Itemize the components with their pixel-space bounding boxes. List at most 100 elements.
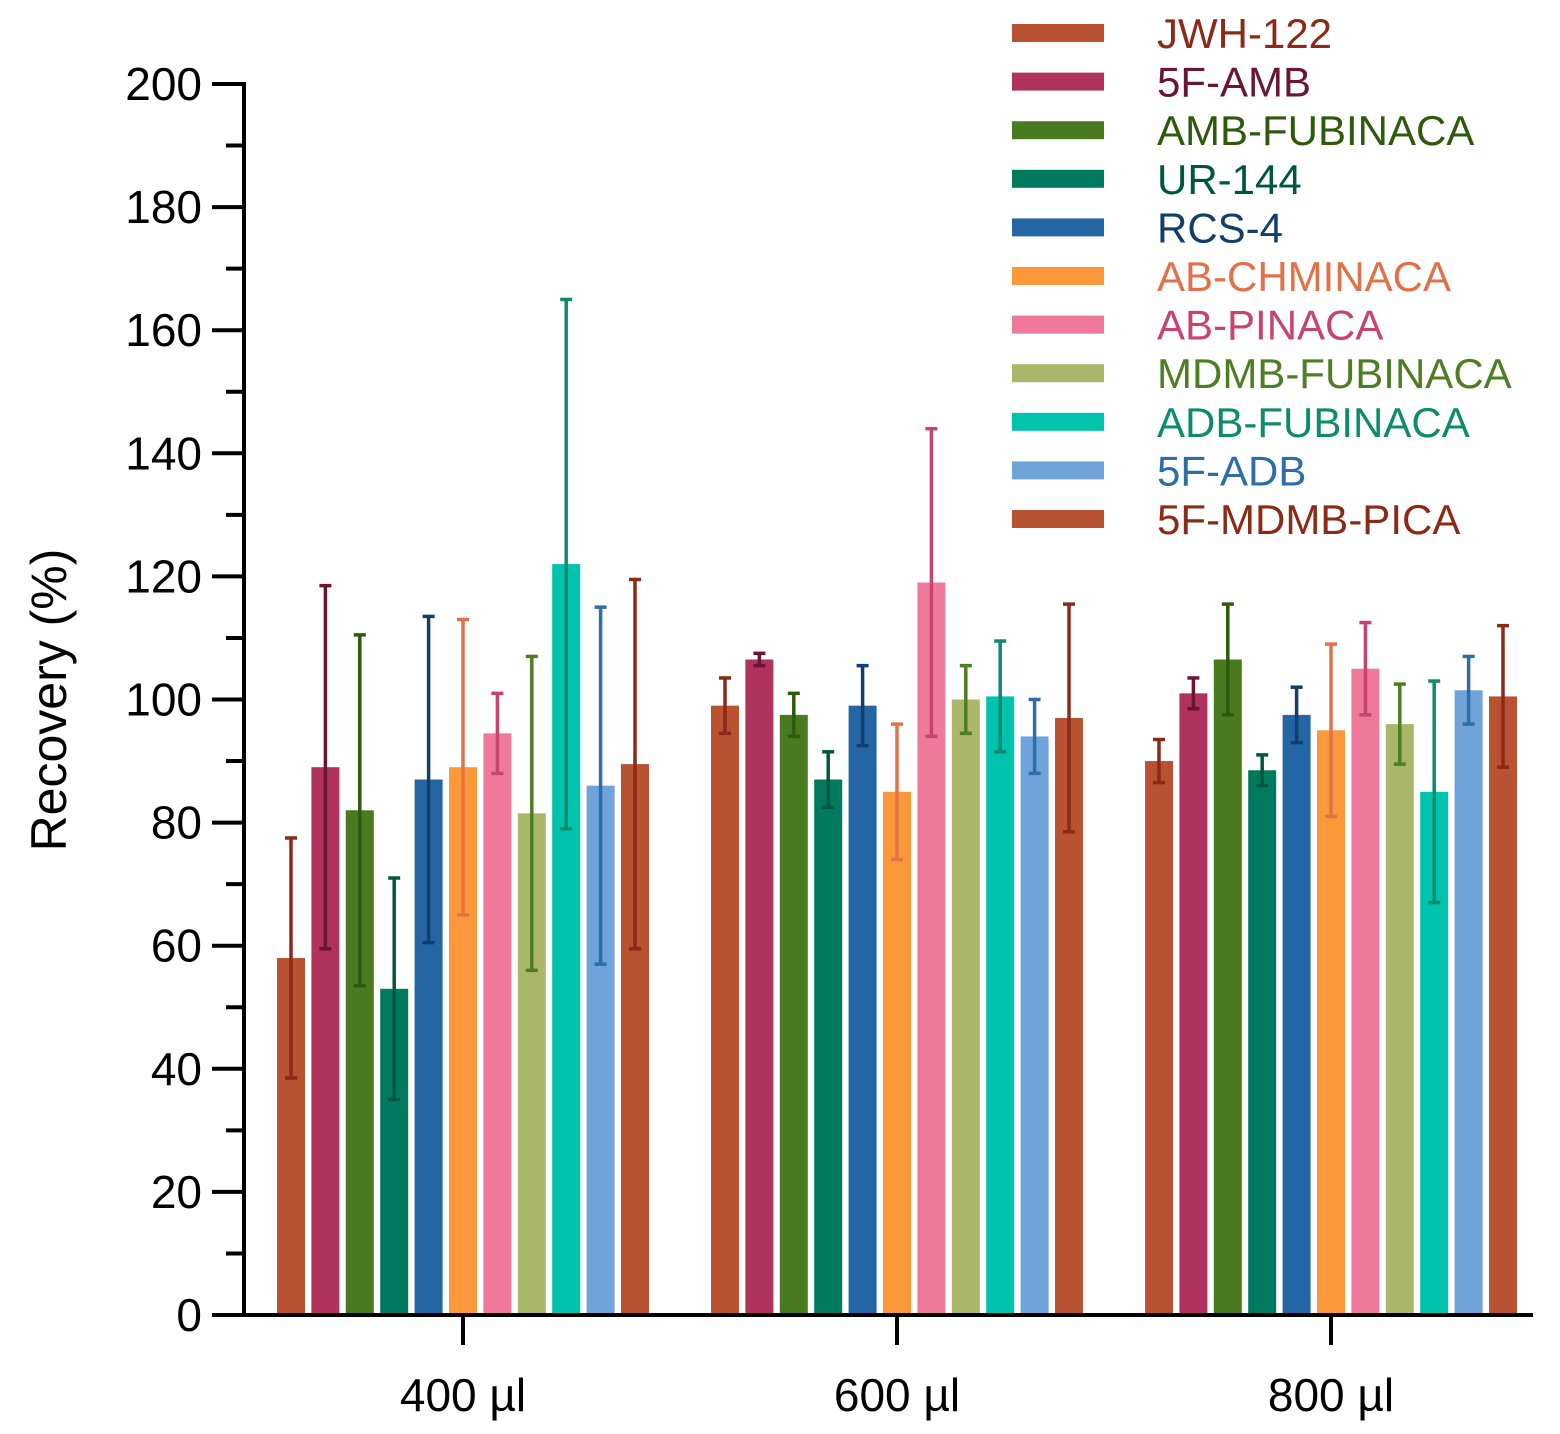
error-bar <box>787 691 800 739</box>
bar <box>1020 736 1049 1315</box>
legend-swatch <box>1012 24 1104 42</box>
error-bar <box>1063 602 1075 834</box>
error-bar <box>1462 654 1475 726</box>
bar <box>1351 668 1380 1315</box>
legend-swatch <box>1012 510 1104 528</box>
legend-label: MDMB-FUBINACA <box>1157 350 1512 397</box>
x-tick-label: 400 µl <box>400 1369 526 1421</box>
legend-item: AB-PINACA <box>1012 302 1383 349</box>
error-bar <box>1153 737 1165 785</box>
error-bar <box>1028 697 1041 776</box>
legend-label: JWH-122 <box>1157 10 1332 57</box>
y-tick-label: 20 <box>151 1166 202 1218</box>
error-bar <box>629 577 641 951</box>
bar <box>745 659 774 1315</box>
error-bar <box>719 676 731 736</box>
error-bar <box>1221 602 1234 717</box>
bar <box>779 714 808 1315</box>
error-bar <box>1359 620 1372 717</box>
error-bar <box>457 617 469 917</box>
legend-swatch <box>1012 364 1104 383</box>
bar <box>483 733 512 1315</box>
legend-swatch <box>1012 218 1104 237</box>
error-bar <box>1497 623 1509 769</box>
x-tick-label: 800 µl <box>1268 1369 1394 1421</box>
legend-swatch <box>1012 121 1104 140</box>
error-bar <box>994 639 1007 754</box>
error-bar <box>525 654 538 973</box>
bars-layer <box>277 564 1517 1315</box>
legend-item: 5F-MDMB-PICA <box>1012 496 1460 543</box>
bar <box>986 696 1015 1315</box>
error-bar <box>1187 676 1200 711</box>
y-tick-label: 40 <box>151 1043 202 1095</box>
y-axis-title: Recovery (%) <box>21 549 77 852</box>
legend-label: ADB-FUBINACA <box>1157 399 1470 446</box>
error-bar <box>891 722 903 862</box>
y-tick-label: 60 <box>151 920 202 972</box>
bar <box>1213 659 1242 1315</box>
bar <box>1282 714 1311 1315</box>
error-bar <box>353 633 366 988</box>
error-bar <box>319 583 332 951</box>
bar <box>1179 693 1208 1315</box>
error-bar <box>1393 682 1406 766</box>
legend-swatch <box>1012 461 1104 480</box>
legend-swatch <box>1012 169 1104 188</box>
error-bar <box>822 750 835 809</box>
error-bar <box>856 663 869 748</box>
legend-item: RCS-4 <box>1012 204 1283 251</box>
bar <box>1489 696 1517 1315</box>
error-bar <box>959 663 972 736</box>
bar <box>883 791 911 1315</box>
bar <box>814 779 843 1315</box>
error-bar <box>1428 679 1441 905</box>
y-ticks-layer: 0 20 40 60 80 100 120 140 160 180 200 <box>125 58 244 1341</box>
legend-item: 5F-ADB <box>1012 447 1306 494</box>
bar <box>711 705 739 1315</box>
y-tick-label: 80 <box>151 797 202 849</box>
legend-swatch <box>1012 412 1104 431</box>
legend: JWH-1225F-AMBAMB-FUBINACAUR-144RCS-4AB-C… <box>1012 10 1512 543</box>
legend-label: 5F-MDMB-PICA <box>1157 496 1460 543</box>
error-bars-layer <box>285 297 1509 1102</box>
legend-swatch <box>1012 267 1104 285</box>
legend-item: MDMB-FUBINACA <box>1012 350 1512 397</box>
bar <box>1145 761 1173 1315</box>
error-bar <box>925 426 938 739</box>
bar <box>1248 770 1277 1315</box>
error-bar <box>753 651 766 668</box>
bar <box>1317 730 1345 1315</box>
legend-swatch <box>1012 72 1104 91</box>
y-tick-label: 0 <box>176 1289 202 1341</box>
error-bar <box>388 876 401 1102</box>
legend-item: 5F-AMB <box>1012 59 1311 106</box>
legend-item: JWH-122 <box>1012 10 1332 57</box>
x-ticks-layer: 400 µl 600 µl 800 µl <box>400 1315 1394 1421</box>
y-tick-label: 160 <box>125 304 202 356</box>
error-bar <box>422 614 435 945</box>
bar <box>1454 690 1483 1315</box>
legend-swatch <box>1012 315 1104 334</box>
error-bar <box>560 297 573 831</box>
legend-item: ADB-FUBINACA <box>1012 399 1470 446</box>
legend-label: AB-PINACA <box>1157 302 1383 349</box>
legend-label: UR-144 <box>1157 156 1302 203</box>
bar <box>951 699 980 1315</box>
y-tick-label: 180 <box>125 181 202 233</box>
error-bar <box>1325 642 1337 819</box>
error-bar <box>491 691 504 776</box>
y-tick-label: 200 <box>125 58 202 110</box>
legend-label: AB-CHMINACA <box>1157 253 1451 300</box>
y-tick-label: 140 <box>125 427 202 479</box>
x-tick-label: 600 µl <box>834 1369 960 1421</box>
bar <box>848 705 877 1315</box>
bar <box>1385 724 1414 1315</box>
legend-label: RCS-4 <box>1157 204 1283 251</box>
error-bar <box>594 605 607 966</box>
legend-label: AMB-FUBINACA <box>1157 107 1474 154</box>
legend-item: UR-144 <box>1012 156 1302 203</box>
legend-label: 5F-AMB <box>1157 59 1311 106</box>
